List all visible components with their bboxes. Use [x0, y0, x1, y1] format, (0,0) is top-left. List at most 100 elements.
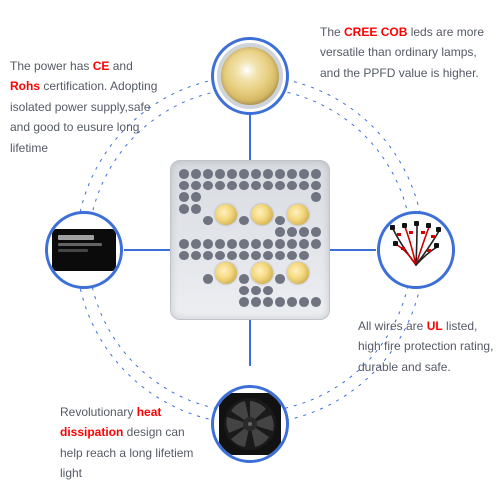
panel-led-dot [251, 297, 261, 307]
panel-led-dot [203, 181, 213, 191]
panel-led-dot [215, 169, 225, 179]
led-grow-light-panel [170, 160, 330, 320]
highlight: Rohs [10, 79, 40, 93]
panel-led-dot [263, 297, 273, 307]
panel-led-dot [275, 169, 285, 179]
connector-bottom [249, 320, 251, 366]
panel-led-dot [191, 251, 201, 261]
panel-led-dot [275, 181, 285, 191]
panel-led-dot [287, 181, 297, 191]
panel-cob [251, 262, 273, 283]
panel-led-dot [215, 251, 225, 261]
panel-led-dot [239, 181, 249, 191]
panel-led-dot [275, 297, 285, 307]
panel-led-dot [275, 251, 285, 261]
panel-led-dot [227, 169, 237, 179]
panel-led-dot [275, 216, 285, 226]
panel-led-dot [227, 239, 237, 249]
panel-led-dot [311, 169, 321, 179]
panel-led-dot [191, 192, 201, 202]
text: The [320, 25, 344, 39]
caption-bottom: Revolutionary heat dissipation design ca… [60, 402, 210, 484]
connector-right [330, 249, 376, 251]
highlight: CE [93, 59, 110, 73]
panel-cob [287, 262, 309, 283]
panel-led-dot [311, 192, 321, 202]
panel-led-dot [287, 227, 297, 237]
panel-led-dot [263, 286, 273, 296]
panel-led-dot [239, 216, 249, 226]
caption-right: All wires are UL listed, high fire prote… [358, 316, 498, 377]
led-driver-icon [52, 229, 116, 271]
panel-led-dot [179, 181, 189, 191]
panel-led-dot [299, 239, 309, 249]
panel-led-dot [275, 274, 285, 284]
panel-led-dot [287, 169, 297, 179]
panel-led-dot [179, 239, 189, 249]
panel-led-dot [203, 274, 213, 284]
panel-led-dot [263, 251, 273, 261]
panel-led-dot [227, 181, 237, 191]
panel-led-dot [251, 286, 261, 296]
highlight: CREE COB [344, 25, 407, 39]
panel-led-dot [239, 274, 249, 284]
panel-cob [287, 204, 309, 225]
panel-led-dot [239, 286, 249, 296]
panel-led-dot [275, 227, 285, 237]
panel-led-dot [191, 169, 201, 179]
panel-led-dot [191, 181, 201, 191]
highlight: UL [427, 319, 443, 333]
panel-led-dot [275, 239, 285, 249]
panel-led-dot [251, 239, 261, 249]
panel-led-dot [251, 251, 261, 261]
panel-led-dot [179, 192, 189, 202]
panel-led-dot [299, 227, 309, 237]
text: All wires are [358, 319, 427, 333]
panel-led-dot [239, 169, 249, 179]
panel-led-dot [299, 251, 309, 261]
panel-led-dot [299, 181, 309, 191]
node-top [211, 37, 289, 115]
panel-led-dot [287, 297, 297, 307]
panel-led-dot [179, 204, 189, 214]
node-right [377, 211, 455, 289]
text: and [109, 59, 132, 73]
text: Revolutionary [60, 405, 137, 419]
cob-lens-icon [217, 43, 283, 109]
panel-led-dot [239, 239, 249, 249]
panel-led-dot [311, 297, 321, 307]
panel-led-dot [263, 169, 273, 179]
panel-led-dot [287, 251, 297, 261]
panel-led-dot [251, 181, 261, 191]
panel-led-dot [239, 251, 249, 261]
panel-led-dot [263, 181, 273, 191]
panel-led-dot [179, 169, 189, 179]
text: The power has [10, 59, 93, 73]
wires-icon [381, 215, 451, 285]
panel-led-dot [311, 239, 321, 249]
panel-led-dot [227, 251, 237, 261]
panel-led-dot [203, 216, 213, 226]
panel-led-dot [299, 297, 309, 307]
connector-left [124, 249, 170, 251]
fan-icon [219, 393, 281, 455]
panel-led-dot [239, 297, 249, 307]
caption-top-right: The CREE COB leds are more versatile tha… [320, 22, 490, 83]
panel-led-dot [203, 169, 213, 179]
panel-led-dot [311, 227, 321, 237]
panel-cob [251, 204, 273, 225]
panel-led-dot [179, 251, 189, 261]
connector-top [249, 114, 251, 160]
panel-led-dot [215, 181, 225, 191]
panel-led-dot [203, 239, 213, 249]
panel-led-dot [251, 169, 261, 179]
panel-led-dot [311, 181, 321, 191]
node-bottom [211, 385, 289, 463]
panel-led-dot [191, 239, 201, 249]
panel-led-dot [263, 239, 273, 249]
panel-cob [215, 262, 237, 283]
panel-led-dot [203, 251, 213, 261]
panel-led-dot [287, 239, 297, 249]
node-left [45, 211, 123, 289]
panel-cob [215, 204, 237, 225]
